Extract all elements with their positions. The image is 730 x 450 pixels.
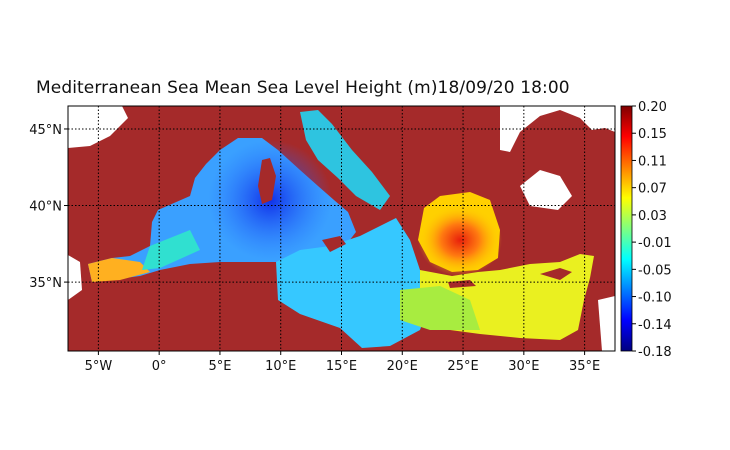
no-data-east	[598, 296, 615, 351]
lon-tick-label: 15°E	[326, 359, 357, 374]
map-grid	[68, 106, 615, 351]
crete	[448, 280, 476, 288]
colorbar-tick-label: -0.10	[638, 291, 672, 306]
latitude-tick-labels: 35°N 40°N 45°N	[29, 123, 68, 291]
no-data-anatolia-lake	[520, 170, 572, 210]
lon-tick-label: 20°E	[387, 359, 418, 374]
longitude-tick-labels: 5°W 0° 5°E 10°E 15°E 20°E 25°E 30°E 35°E	[85, 351, 600, 374]
lon-tick-label: 5°W	[85, 359, 113, 374]
colorbar-tick-label: 0.07	[638, 182, 667, 197]
lon-tick-label: 25°E	[447, 359, 478, 374]
lon-tick-label: 10°E	[265, 359, 296, 374]
lon-tick-label: 0°	[152, 359, 167, 374]
colorbar-tick-label: 0.15	[638, 127, 667, 142]
colorbar-tick-label: -0.14	[638, 318, 672, 333]
aegean-warm-core	[418, 204, 502, 276]
no-data-black-sea	[500, 106, 615, 152]
colorbar-tick-label: 0.20	[638, 100, 667, 115]
adriatic-sea	[300, 110, 390, 210]
colorbar-tick-labels: 0.20 0.15 0.11 0.07 0.03 -0.01 -0.05 -0.10 -0.14…	[632, 100, 672, 360]
no-data-atlantic-south	[68, 255, 82, 300]
lat-tick-label: 45°N	[29, 123, 62, 138]
lon-tick-label: 35°E	[569, 359, 600, 374]
colorbar-tick-label: 0.11	[638, 154, 667, 169]
sardinia-corsica	[258, 158, 276, 204]
lon-tick-label: 5°E	[208, 359, 231, 374]
alboran-sea	[88, 258, 150, 282]
algerian-coast	[142, 230, 200, 270]
libyan-sea-transition	[400, 286, 480, 330]
map-title: Mediterranean Sea Mean Sea Level Height …	[36, 78, 570, 98]
lon-tick-label: 30°E	[508, 359, 539, 374]
colorbar-tick-label: -0.18	[638, 345, 672, 360]
cyprus	[540, 268, 572, 280]
colorbar-tick-label: -0.05	[638, 263, 672, 278]
colorbar-tick-label: 0.03	[638, 209, 667, 224]
ionian-sea	[276, 218, 432, 348]
lat-tick-label: 35°N	[29, 276, 62, 291]
sicily	[322, 236, 346, 252]
lat-tick-label: 40°N	[29, 200, 62, 215]
colorbar	[620, 105, 633, 352]
colorbar-tick-label: -0.01	[638, 236, 672, 251]
